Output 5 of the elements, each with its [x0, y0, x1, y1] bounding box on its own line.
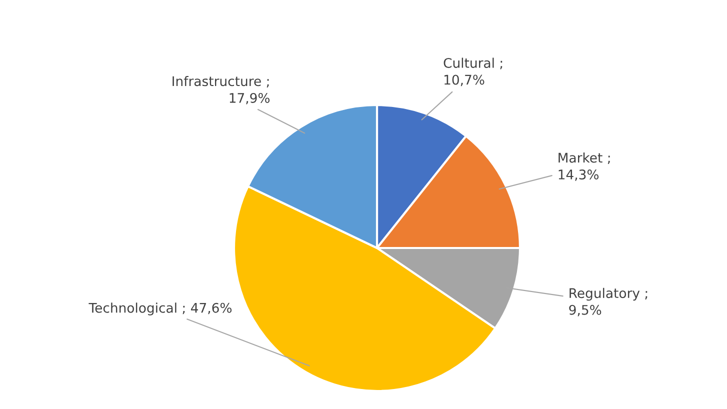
slice-label: Technological ; 47,6%: [88, 302, 232, 316]
slice-label: Regulatory ; 9,5%: [569, 288, 648, 316]
slice-label: Infrastructure ; 17,9%: [172, 76, 270, 104]
slice-label: Cultural ; 10,7%: [444, 58, 502, 86]
slice-label: Market ; 14,3%: [558, 152, 610, 181]
